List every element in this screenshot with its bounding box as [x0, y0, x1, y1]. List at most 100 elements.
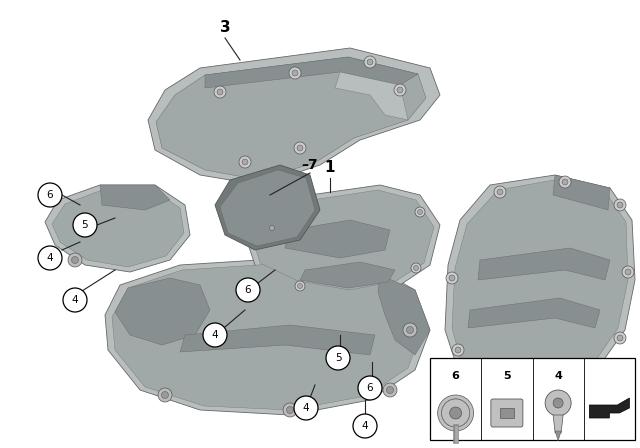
- Polygon shape: [156, 57, 426, 180]
- Text: 4: 4: [212, 330, 218, 340]
- Circle shape: [545, 390, 571, 416]
- Polygon shape: [478, 248, 610, 280]
- Text: 4: 4: [554, 371, 562, 381]
- Polygon shape: [335, 72, 408, 120]
- Circle shape: [417, 210, 422, 215]
- Circle shape: [411, 263, 421, 273]
- Circle shape: [63, 288, 87, 312]
- Text: 4: 4: [72, 295, 78, 305]
- Circle shape: [394, 84, 406, 96]
- Circle shape: [358, 376, 382, 400]
- Circle shape: [625, 269, 631, 275]
- Circle shape: [449, 275, 455, 281]
- Polygon shape: [378, 275, 430, 355]
- Circle shape: [298, 284, 303, 289]
- Polygon shape: [589, 398, 629, 418]
- Circle shape: [455, 347, 461, 353]
- Circle shape: [403, 323, 417, 337]
- Circle shape: [438, 395, 474, 431]
- Circle shape: [413, 266, 419, 271]
- Polygon shape: [100, 185, 170, 210]
- Circle shape: [38, 183, 62, 207]
- Text: 5: 5: [335, 353, 341, 363]
- Polygon shape: [445, 175, 635, 390]
- Polygon shape: [553, 415, 563, 433]
- Polygon shape: [300, 262, 395, 288]
- Circle shape: [562, 179, 568, 185]
- Text: –7: –7: [301, 158, 318, 172]
- Circle shape: [353, 414, 377, 438]
- Circle shape: [289, 67, 301, 79]
- FancyBboxPatch shape: [491, 399, 523, 427]
- Circle shape: [242, 159, 248, 165]
- Circle shape: [406, 327, 413, 333]
- Circle shape: [295, 281, 305, 291]
- Text: 335549: 335549: [590, 432, 630, 442]
- Circle shape: [292, 70, 298, 76]
- Circle shape: [442, 399, 470, 427]
- Polygon shape: [52, 190, 184, 267]
- Circle shape: [442, 399, 470, 427]
- Text: 4: 4: [362, 421, 368, 431]
- Polygon shape: [220, 170, 315, 246]
- Circle shape: [294, 142, 306, 154]
- Circle shape: [267, 223, 277, 233]
- Circle shape: [622, 266, 634, 278]
- Circle shape: [553, 398, 563, 408]
- Circle shape: [383, 383, 397, 397]
- Text: 5: 5: [503, 371, 511, 381]
- Bar: [430, 358, 635, 440]
- Text: 2: 2: [552, 402, 563, 418]
- Polygon shape: [245, 185, 440, 295]
- Text: 4: 4: [303, 403, 309, 413]
- Polygon shape: [553, 175, 610, 210]
- Polygon shape: [285, 220, 390, 258]
- Circle shape: [452, 344, 464, 356]
- Circle shape: [236, 278, 260, 302]
- Circle shape: [326, 346, 350, 370]
- Circle shape: [203, 323, 227, 347]
- Circle shape: [614, 332, 626, 344]
- Polygon shape: [555, 431, 561, 441]
- Circle shape: [217, 89, 223, 95]
- Text: 6: 6: [47, 190, 53, 200]
- Circle shape: [415, 207, 425, 217]
- Polygon shape: [205, 57, 418, 88]
- Bar: [500, 408, 514, 418]
- Circle shape: [504, 375, 510, 381]
- Circle shape: [297, 145, 303, 151]
- Polygon shape: [452, 180, 628, 383]
- Circle shape: [73, 213, 97, 237]
- Circle shape: [364, 56, 376, 68]
- Text: 3: 3: [220, 21, 230, 35]
- Polygon shape: [215, 165, 320, 250]
- Text: 6: 6: [244, 285, 252, 295]
- Circle shape: [494, 186, 506, 198]
- Circle shape: [269, 225, 275, 231]
- Polygon shape: [148, 48, 440, 185]
- Circle shape: [158, 388, 172, 402]
- Polygon shape: [468, 298, 600, 328]
- Circle shape: [387, 387, 394, 393]
- Circle shape: [446, 272, 458, 284]
- Circle shape: [569, 369, 581, 381]
- Circle shape: [450, 407, 461, 419]
- Circle shape: [614, 199, 626, 211]
- Polygon shape: [115, 278, 210, 345]
- Circle shape: [572, 372, 578, 378]
- Circle shape: [397, 87, 403, 93]
- Polygon shape: [252, 190, 434, 290]
- Text: 5: 5: [82, 220, 88, 230]
- Polygon shape: [112, 263, 422, 410]
- Polygon shape: [45, 185, 190, 272]
- Circle shape: [294, 396, 318, 420]
- Text: 1: 1: [324, 160, 335, 176]
- Circle shape: [72, 257, 79, 263]
- Circle shape: [239, 156, 251, 168]
- Text: 4: 4: [47, 253, 53, 263]
- Circle shape: [617, 335, 623, 341]
- Text: 6: 6: [367, 383, 373, 393]
- Polygon shape: [180, 325, 375, 355]
- Circle shape: [283, 403, 297, 417]
- Circle shape: [367, 59, 373, 65]
